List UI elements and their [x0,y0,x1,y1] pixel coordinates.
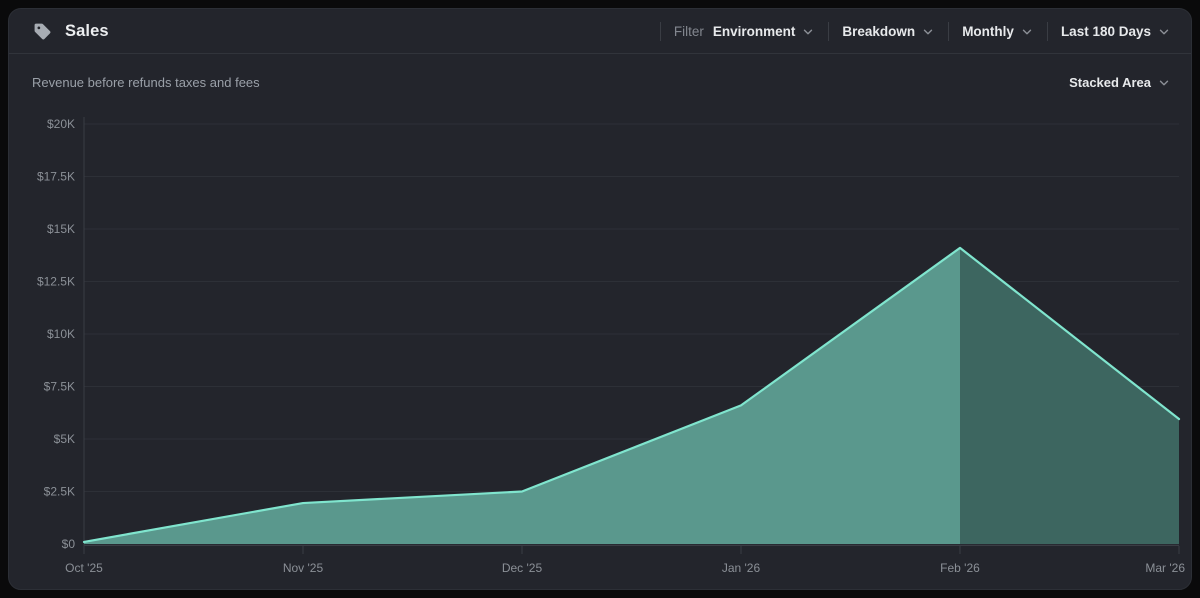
svg-text:$5K: $5K [54,432,75,446]
y-axis-labels: $0 $2.5K $5K $7.5K $10K $12.5K $15K $17.5K $20K [37,117,75,551]
svg-text:Nov '25: Nov '25 [283,561,324,575]
filter-label: Filter [673,23,704,39]
filter-environment-value: Environment [712,23,796,39]
gridlines [84,123,1179,545]
axes [83,117,1180,554]
svg-text:$15K: $15K [47,222,75,236]
date-range-dropdown[interactable]: Last 180 Days [1061,24,1171,39]
svg-text:Jan '26: Jan '26 [722,561,761,575]
x-axis-labels: Oct '25 Nov '25 Dec '25 Jan '26 Feb '26 Mar '… [65,561,1185,575]
breakdown-dropdown[interactable]: Breakdown [842,24,935,39]
series-line [82,246,1181,543]
breakdown-label: Breakdown [842,23,916,39]
widget-title-group: Sales [33,22,109,41]
svg-text:$20K: $20K [47,117,75,131]
chart-area[interactable]: $0 $2.5K $5K $7.5K $10K $12.5K $15K $17.5K $20K … [9,104,1191,589]
svg-text:Mar '26: Mar '26 [1145,561,1185,575]
chevron-down-icon [1157,76,1171,90]
chevron-down-icon [921,25,935,39]
svg-text:$12.5K: $12.5K [37,275,75,289]
svg-text:$2.5K: $2.5K [44,485,75,499]
chart-type-dropdown[interactable]: Stacked Area [1069,75,1171,90]
divider [659,21,661,41]
divider [828,21,830,41]
header-controls: Filter Environment Breakdown Monthly [659,21,1171,41]
date-range-value: Last 180 Days [1060,23,1151,39]
chevron-down-icon [1157,25,1171,39]
granularity-value: Monthly [962,23,1014,39]
divider [948,21,950,41]
area-fills [84,247,1179,544]
svg-text:Feb '26: Feb '26 [940,561,980,575]
divider [1046,21,1048,41]
chart-description: Revenue before refunds taxes and fees [32,74,260,90]
sales-widget-panel: Sales Filter Environment Breakdown Mon [8,8,1192,590]
filter-environment-dropdown[interactable]: Filter Environment [674,24,816,39]
svg-text:Dec '25: Dec '25 [502,561,543,575]
widget-header: Sales Filter Environment Breakdown Mon [9,9,1191,54]
chevron-down-icon [801,25,815,39]
revenue-area-chart: $0$2.5K$5K$7.5K$10K$12.5K$15K$17.5K$20K … [37,117,1185,575]
chart-type-value: Stacked Area [1069,74,1151,90]
widget-title: Sales [65,21,109,40]
svg-text:$17.5K: $17.5K [37,170,75,184]
tag-icon [33,22,52,41]
granularity-dropdown[interactable]: Monthly [962,24,1034,39]
svg-text:$0: $0 [62,537,76,551]
chevron-down-icon [1020,25,1034,39]
widget-subheader: Revenue before refunds taxes and fees St… [9,54,1191,104]
svg-text:$10K: $10K [47,327,75,341]
svg-text:$7.5K: $7.5K [44,380,75,394]
svg-text:Oct '25: Oct '25 [65,561,103,575]
